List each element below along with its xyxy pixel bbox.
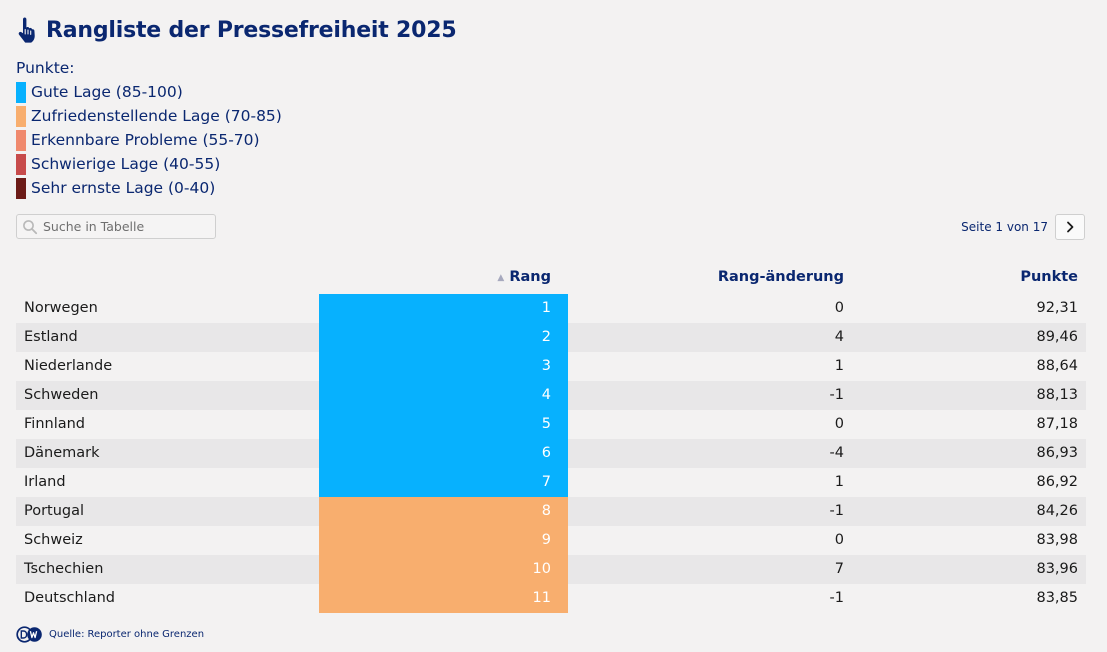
- points-cell: 88,13: [1036, 387, 1078, 403]
- rank-change-cell: 0: [834, 532, 844, 548]
- table-body: Norwegen 1 0 92,31 Estland 2 4 89,46 Niederlande…: [16, 294, 1086, 613]
- points-cell: 84,26: [1036, 503, 1078, 519]
- search-box[interactable]: [16, 214, 216, 239]
- column-header-rank[interactable]: ▲ Rang: [319, 262, 551, 294]
- table-row: Schweiz 9 0 83,98: [16, 526, 1086, 555]
- legend-item: Sehr ernste Lage (0-40): [16, 176, 282, 200]
- rank-change-cell: -4: [829, 445, 844, 461]
- country-cell: Portugal: [24, 503, 85, 519]
- points-cell: 86,92: [1036, 474, 1078, 490]
- search-input[interactable]: [43, 219, 203, 234]
- rank-change-cell: 1: [834, 358, 844, 374]
- legend-label: Erkennbare Probleme (55-70): [31, 131, 260, 149]
- table-row: Schweden 4 -1 88,13: [16, 381, 1086, 410]
- rank-change-cell: -1: [829, 503, 844, 519]
- table-row: Finnland 5 0 87,18: [16, 410, 1086, 439]
- page-title: Rangliste der Pressefreiheit 2025: [46, 17, 457, 43]
- table-row: Niederlande 3 1 88,64: [16, 352, 1086, 381]
- next-page-button[interactable]: [1055, 214, 1085, 240]
- country-cell: Finnland: [24, 416, 86, 432]
- points-cell: 92,31: [1036, 300, 1078, 316]
- legend-item: Schwierige Lage (40-55): [16, 152, 282, 176]
- chevron-right-icon: [1067, 221, 1074, 233]
- rank-change-cell: 1: [834, 474, 844, 490]
- table-row: Estland 2 4 89,46: [16, 323, 1086, 352]
- rank-cell: 10: [319, 555, 568, 584]
- country-cell: Norwegen: [24, 300, 98, 316]
- column-header-rank-label: Rang: [509, 269, 551, 285]
- rank-cell: 7: [319, 468, 568, 497]
- legend-swatch: [16, 129, 26, 151]
- header: Rangliste der Pressefreiheit 2025: [16, 14, 457, 46]
- pagination: Seite 1 von 17: [961, 214, 1085, 240]
- country-cell: Tschechien: [24, 561, 104, 577]
- legend-item: Gute Lage (85-100): [16, 80, 282, 104]
- legend-label: Zufriedenstellende Lage (70-85): [31, 107, 282, 125]
- country-cell: Estland: [24, 329, 78, 345]
- rank-change-cell: -1: [829, 590, 844, 606]
- points-cell: 83,85: [1036, 590, 1078, 606]
- source-label: Quelle:: [49, 628, 85, 640]
- country-cell: Irland: [24, 474, 66, 490]
- rank-cell: 11: [319, 584, 568, 613]
- legend-label: Sehr ernste Lage (0-40): [31, 179, 216, 197]
- country-cell: Niederlande: [24, 358, 113, 374]
- legend-item: Zufriedenstellende Lage (70-85): [16, 104, 282, 128]
- sort-ascending-icon: ▲: [497, 273, 505, 283]
- table-row: Norwegen 1 0 92,31: [16, 294, 1086, 323]
- table-row: Deutschland 11 -1 83,85: [16, 584, 1086, 613]
- dw-logo: [16, 625, 42, 643]
- column-header-rank-change[interactable]: Rang-änderung: [717, 269, 844, 285]
- points-cell: 83,96: [1036, 561, 1078, 577]
- rank-change-cell: 0: [834, 300, 844, 316]
- legend-swatch: [16, 81, 26, 103]
- legend-item: Erkennbare Probleme (55-70): [16, 128, 282, 152]
- country-cell: Schweiz: [24, 532, 83, 548]
- table-row: Tschechien 10 7 83,96: [16, 555, 1086, 584]
- legend-label: Gute Lage (85-100): [31, 83, 183, 101]
- country-cell: Deutschland: [24, 590, 115, 606]
- legend-swatch: [16, 177, 26, 199]
- footer: Quelle: Reporter ohne Grenzen: [16, 625, 204, 643]
- table-header: ▲ Rang Rang-änderung Punkte: [16, 262, 1086, 294]
- legend-swatch: [16, 153, 26, 175]
- hand-pointer-icon: [18, 17, 35, 43]
- country-cell: Schweden: [24, 387, 99, 403]
- points-cell: 86,93: [1036, 445, 1078, 461]
- table-row: Portugal 8 -1 84,26: [16, 497, 1086, 526]
- rank-change-cell: -1: [829, 387, 844, 403]
- table-row: Dänemark 6 -4 86,93: [16, 439, 1086, 468]
- rank-cell: 5: [319, 410, 568, 439]
- rank-change-cell: 4: [834, 329, 844, 345]
- points-cell: 89,46: [1036, 329, 1078, 345]
- legend: Punkte: Gute Lage (85-100) Zufriedenstell…: [16, 58, 282, 200]
- rank-cell: 2: [319, 323, 568, 352]
- column-header-points[interactable]: Punkte: [1020, 269, 1078, 285]
- rank-change-cell: 7: [834, 561, 844, 577]
- source-link[interactable]: Reporter ohne Grenzen: [87, 628, 205, 640]
- rank-cell: 4: [319, 381, 568, 410]
- data-table: ▲ Rang Rang-änderung Punkte Norwegen 1 0 92,…: [16, 262, 1086, 613]
- page-indicator: Seite 1 von 17: [961, 220, 1048, 234]
- rank-cell: 8: [319, 497, 568, 526]
- country-cell: Dänemark: [24, 445, 100, 461]
- points-cell: 83,98: [1036, 532, 1078, 548]
- legend-label: Schwierige Lage (40-55): [31, 155, 221, 173]
- legend-swatch: [16, 105, 26, 127]
- rank-cell: 6: [319, 439, 568, 468]
- rank-cell: 1: [319, 294, 568, 323]
- table-row: Irland 7 1 86,92: [16, 468, 1086, 497]
- rank-cell: 9: [319, 526, 568, 555]
- legend-title: Punkte:: [16, 59, 75, 77]
- rank-cell: 3: [319, 352, 568, 381]
- rank-change-cell: 0: [834, 416, 844, 432]
- points-cell: 87,18: [1036, 416, 1078, 432]
- search-icon: [23, 219, 38, 234]
- points-cell: 88,64: [1036, 358, 1078, 374]
